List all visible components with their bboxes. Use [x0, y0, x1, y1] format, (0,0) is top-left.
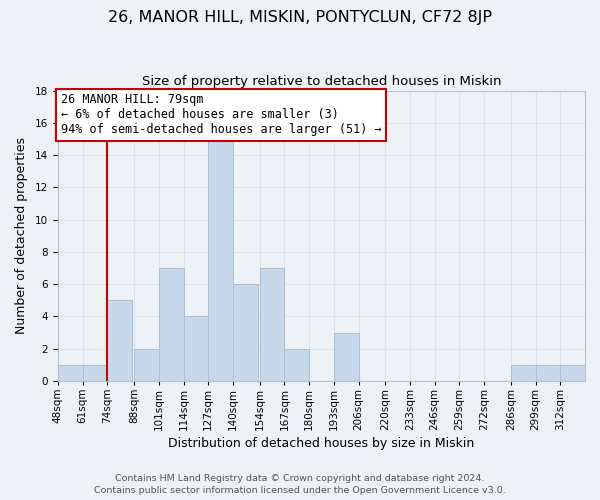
- Bar: [83, 365, 107, 381]
- Bar: [511, 365, 536, 381]
- Bar: [134, 348, 159, 381]
- Bar: [284, 348, 309, 381]
- Bar: [184, 316, 208, 381]
- Bar: [107, 300, 132, 381]
- Title: Size of property relative to detached houses in Miskin: Size of property relative to detached ho…: [142, 75, 501, 88]
- Bar: [58, 365, 83, 381]
- Y-axis label: Number of detached properties: Number of detached properties: [15, 138, 28, 334]
- Bar: [233, 284, 258, 381]
- Text: 26, MANOR HILL, MISKIN, PONTYCLUN, CF72 8JP: 26, MANOR HILL, MISKIN, PONTYCLUN, CF72 …: [108, 10, 492, 25]
- Bar: [334, 332, 359, 381]
- Text: 26 MANOR HILL: 79sqm
← 6% of detached houses are smaller (3)
94% of semi-detache: 26 MANOR HILL: 79sqm ← 6% of detached ho…: [61, 94, 381, 136]
- X-axis label: Distribution of detached houses by size in Miskin: Distribution of detached houses by size …: [169, 437, 475, 450]
- Text: Contains HM Land Registry data © Crown copyright and database right 2024.
Contai: Contains HM Land Registry data © Crown c…: [94, 474, 506, 495]
- Bar: [536, 365, 560, 381]
- Bar: [159, 268, 184, 381]
- Bar: [208, 139, 233, 381]
- Bar: [260, 268, 284, 381]
- Bar: [560, 365, 585, 381]
